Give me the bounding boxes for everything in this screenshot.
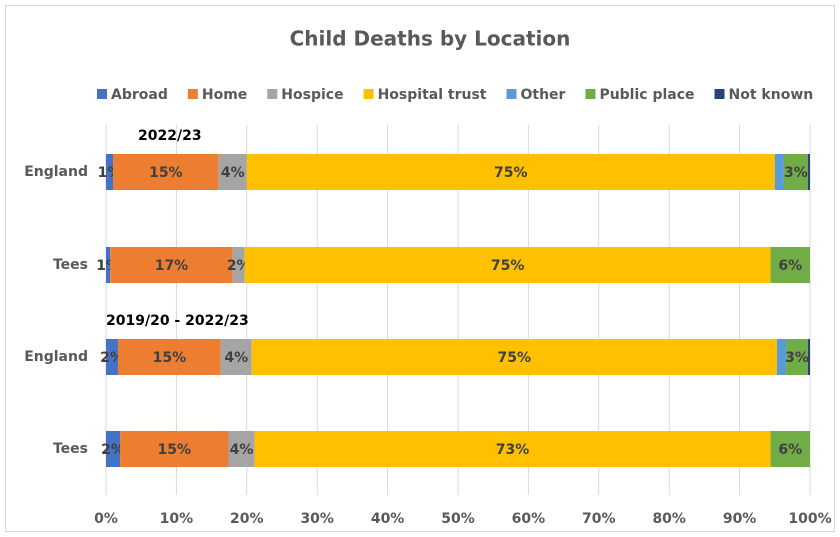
data-label: 2% — [227, 258, 251, 274]
data-label: 75% — [494, 165, 528, 181]
bar-segment — [807, 154, 810, 190]
bar-segment — [120, 431, 229, 467]
bar-segment — [106, 431, 121, 467]
legend-swatch — [267, 89, 278, 99]
legend-label: Hospital trust — [378, 87, 487, 103]
legend-swatch — [585, 89, 596, 99]
data-label: 2% — [101, 442, 125, 458]
x-tick-label: 60% — [512, 511, 546, 527]
bar-segment — [106, 339, 118, 375]
x-tick-label: 70% — [582, 511, 616, 527]
x-tick-label: 40% — [371, 511, 405, 527]
data-label: 4% — [221, 165, 245, 181]
legend-swatch — [714, 89, 725, 99]
bar-segment — [232, 247, 245, 283]
bar-segment — [218, 154, 247, 190]
x-tick-label: 20% — [230, 511, 264, 527]
legend-swatch — [363, 89, 374, 99]
data-label: 2% — [100, 350, 124, 366]
legend-label: Public place — [599, 87, 694, 103]
bar-segment — [770, 247, 810, 283]
x-tick-label: 100% — [788, 511, 831, 527]
x-tick-label: 80% — [652, 511, 686, 527]
data-label: 15% — [153, 350, 187, 366]
data-label: 17% — [155, 258, 189, 274]
bar-segment — [106, 154, 114, 190]
x-tick-label: 50% — [441, 511, 475, 527]
legend-label: Hospice — [281, 87, 343, 103]
group-label: 2022/23 — [138, 128, 202, 144]
data-label: 6% — [778, 258, 802, 274]
data-label: 4% — [230, 442, 254, 458]
legend-label: Not known — [729, 87, 814, 103]
bar-segment — [783, 154, 808, 190]
bar-segment — [807, 339, 810, 375]
y-tick-label: England — [24, 164, 88, 180]
group-label: 2019/20 - 2022/23 — [106, 313, 249, 329]
chart-title: Child Deaths by Location — [290, 27, 571, 51]
data-label: 15% — [149, 165, 183, 181]
bar-segment — [770, 431, 810, 467]
bar-segment — [244, 247, 771, 283]
bar-segment — [251, 339, 777, 375]
x-tick-label: 90% — [723, 511, 757, 527]
legend-label: Home — [202, 87, 247, 103]
y-tick-label: England — [24, 349, 88, 365]
bar-segment — [246, 154, 775, 190]
y-tick-label: Tees — [53, 257, 88, 273]
legend-swatch — [506, 89, 517, 99]
bar-segment — [786, 339, 808, 375]
bar-segment — [117, 339, 221, 375]
data-label: 6% — [778, 442, 802, 458]
data-label: 4% — [224, 350, 248, 366]
bar-segment — [254, 431, 771, 467]
data-label: 15% — [158, 442, 192, 458]
x-tick-label: 10% — [160, 511, 194, 527]
y-tick-label: Tees — [53, 441, 88, 457]
bar-segment — [110, 247, 233, 283]
data-label: 73% — [496, 442, 530, 458]
x-tick-label: 30% — [300, 511, 334, 527]
bar-segment — [106, 247, 111, 283]
bar-segment — [228, 431, 255, 467]
bar-segment — [774, 154, 784, 190]
x-tick-label: 0% — [94, 511, 118, 527]
legend-label: Other — [520, 87, 565, 103]
legend-label: Abroad — [111, 87, 168, 103]
data-label: 3% — [785, 350, 809, 366]
legend-swatch — [187, 89, 198, 99]
bar-segment — [113, 154, 219, 190]
data-label: 75% — [498, 350, 532, 366]
legend-swatch — [97, 89, 107, 99]
bar-segment — [220, 339, 252, 375]
bar-segment — [776, 339, 787, 375]
data-label: 75% — [491, 258, 525, 274]
data-label: 3% — [784, 165, 808, 181]
